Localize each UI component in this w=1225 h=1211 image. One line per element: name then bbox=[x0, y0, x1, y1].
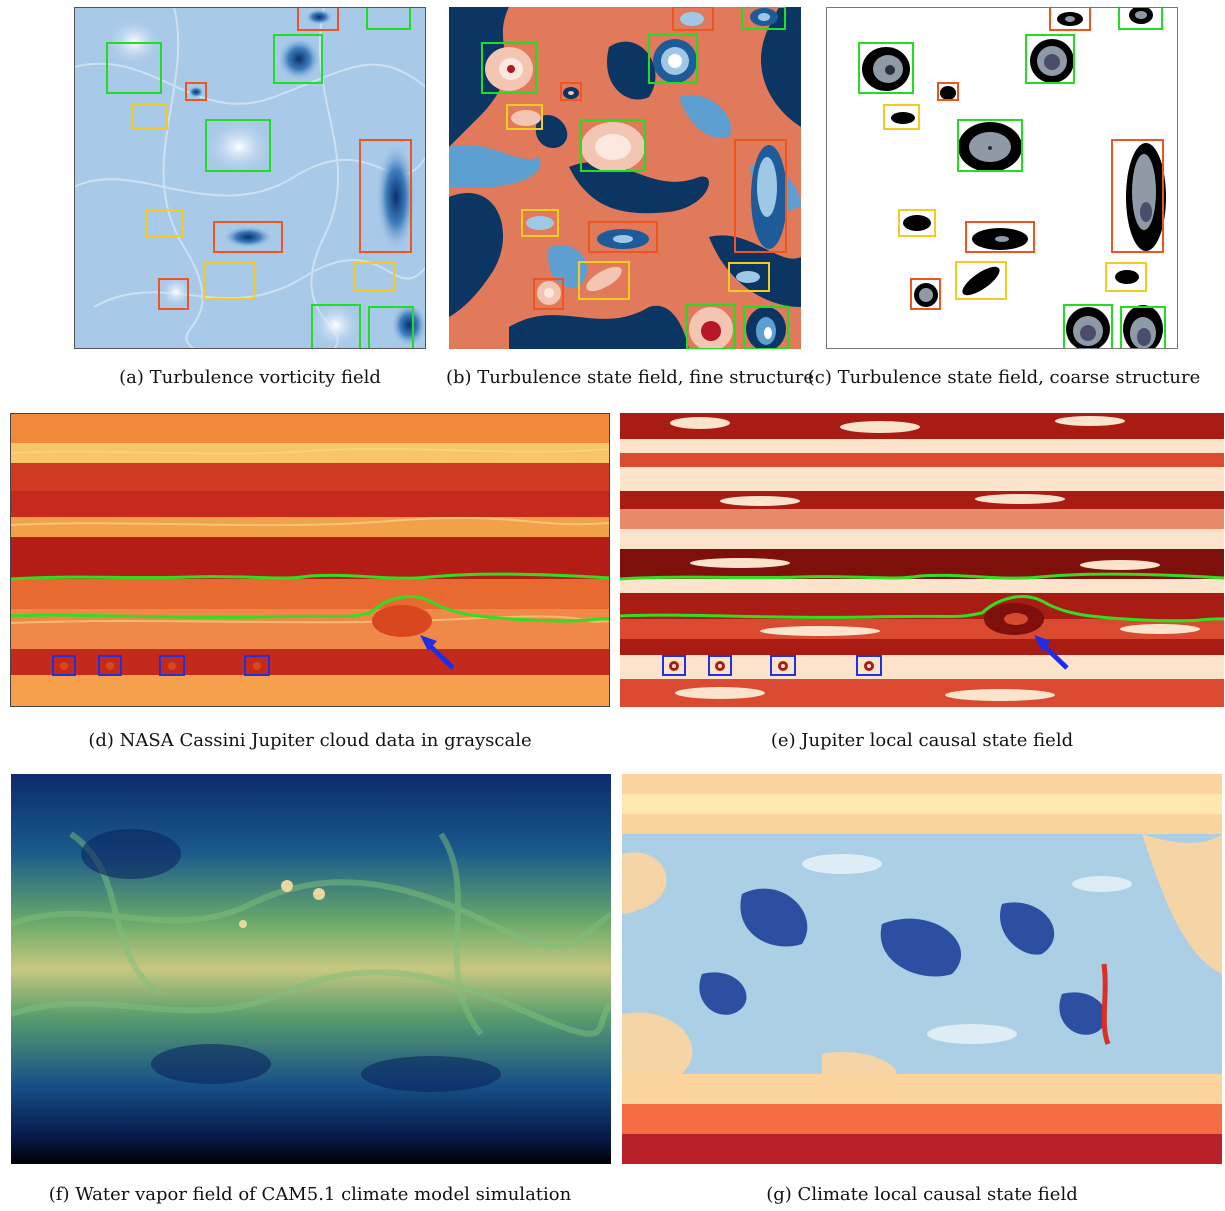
caption-e: (e) Jupiter local causal state field bbox=[770, 730, 1074, 751]
caption-b: (b) Turbulence state field, fine structu… bbox=[446, 367, 815, 388]
caption-c: (c) Turbulence state field, coarse struc… bbox=[807, 367, 1201, 388]
water-vapor-image bbox=[11, 774, 611, 1164]
caption-a: (a) Turbulence vorticity field bbox=[119, 367, 381, 388]
coarse-state-image bbox=[826, 7, 1178, 349]
caption-g: (g) Climate local causal state field bbox=[766, 1184, 1078, 1205]
panel-e-jupiter-state bbox=[620, 413, 1224, 707]
jupiter-cloud-image bbox=[10, 413, 610, 707]
panel-a-vorticity bbox=[74, 7, 426, 349]
caption-d: (d) NASA Cassini Jupiter cloud data in g… bbox=[88, 730, 532, 751]
panel-d-jupiter-cloud bbox=[10, 413, 610, 707]
jupiter-state-image bbox=[620, 413, 1224, 707]
caption-f: (f) Water vapor field of CAM5.1 climate … bbox=[48, 1184, 572, 1205]
panel-f-water-vapor bbox=[11, 774, 611, 1164]
panel-b-fine-state bbox=[449, 7, 801, 349]
panel-c-coarse-state bbox=[826, 7, 1178, 349]
climate-state-image bbox=[622, 774, 1222, 1164]
vorticity-image bbox=[74, 7, 426, 349]
panel-g-climate-state bbox=[622, 774, 1222, 1164]
fine-state-image bbox=[449, 7, 801, 349]
